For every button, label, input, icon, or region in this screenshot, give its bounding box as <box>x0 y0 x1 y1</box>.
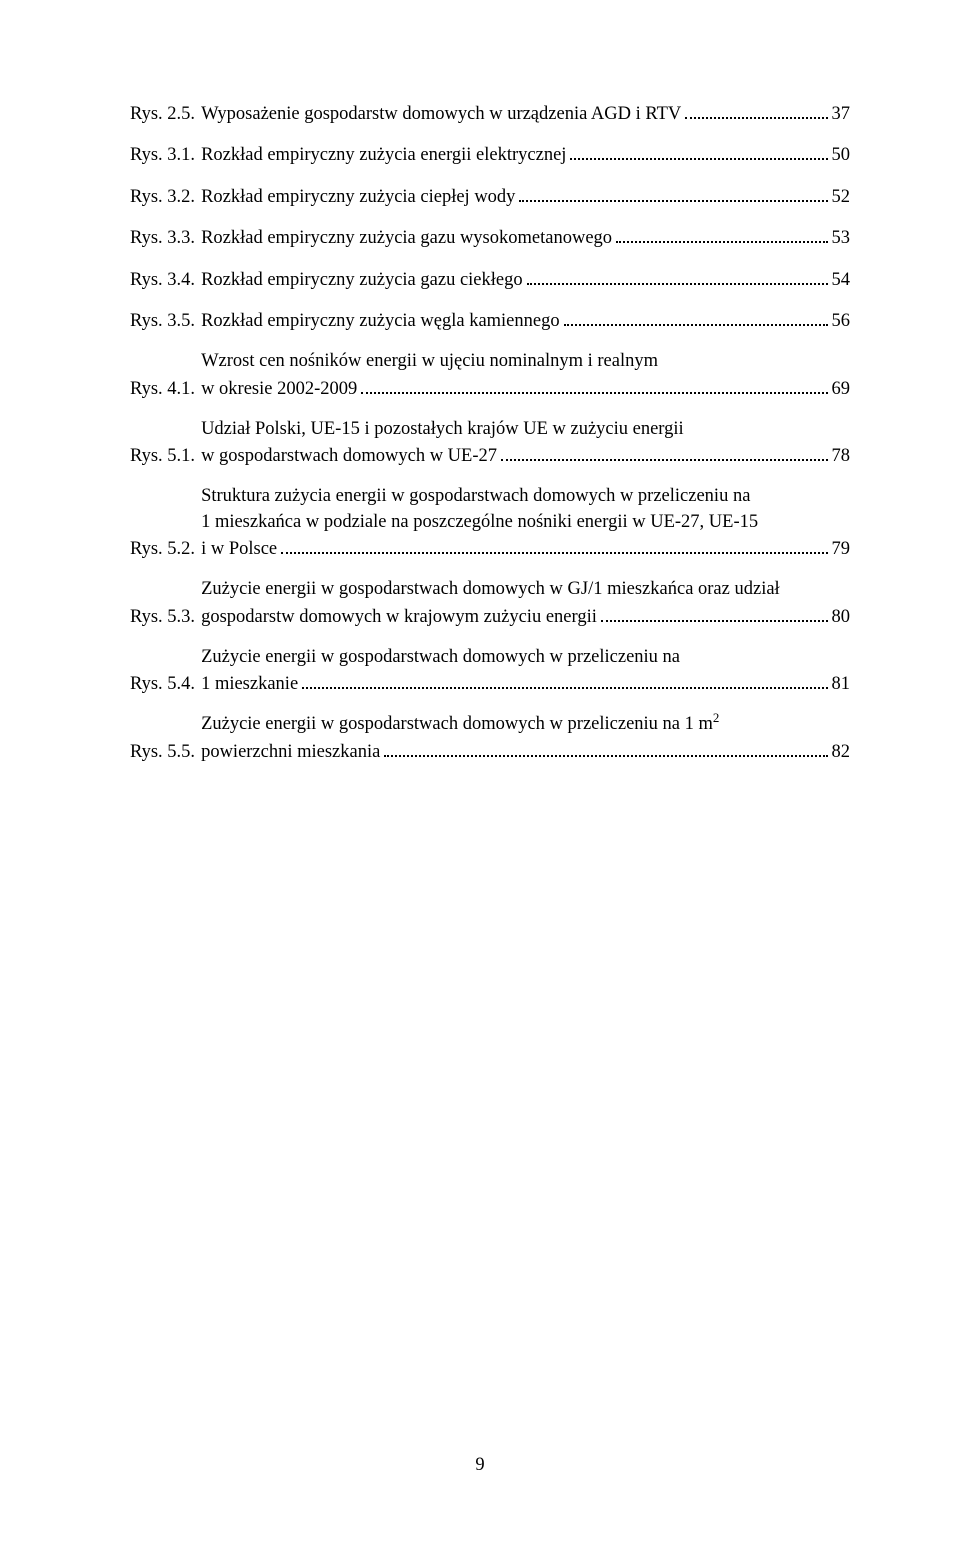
toc-entry-page: 81 <box>832 672 851 698</box>
toc-entry-label: Rys. 3.1. <box>130 143 195 169</box>
toc-leader-dots <box>564 308 828 327</box>
document-page: Rys. 2.5.Wyposażenie gospodarstw domowyc… <box>0 0 960 1546</box>
toc-entry-title-line: Rozkład empiryczny zużycia gazu wysokome… <box>201 226 612 252</box>
toc-entry-title-line: Rozkład empiryczny zużycia ciepłej wody <box>201 185 515 211</box>
toc-entry-label: Rys. 4.1. <box>130 377 195 403</box>
toc-entry-label: Rys. 3.2. <box>130 185 195 211</box>
toc-entry: Rys. 4.1.Wzrost cen nośników energii w u… <box>130 349 850 402</box>
toc-entry-title-line: Zużycie energii w gospodarstwach domowyc… <box>201 577 850 603</box>
toc-entry-lastline: w gospodarstwach domowych w UE-27 78 <box>201 443 850 471</box>
toc-entry: Rys. 3.5.Rozkład empiryczny zużycia węgl… <box>130 308 850 336</box>
toc-entry-page: 69 <box>832 377 851 403</box>
toc-entry-title: Udział Polski, UE-15 i pozostałych krajó… <box>201 417 850 470</box>
toc-entry-title-line: Rozkład empiryczny zużycia gazu ciekłego <box>201 268 523 294</box>
toc-entry: Rys. 3.2.Rozkład empiryczny zużycia ciep… <box>130 183 850 211</box>
toc-entry-lastline: Rozkład empiryczny zużycia węgla kamienn… <box>201 308 850 336</box>
toc-entry-title: Rozkład empiryczny zużycia gazu ciekłego… <box>201 266 850 294</box>
toc-entry-page: 54 <box>832 268 851 294</box>
toc-leader-dots <box>527 266 828 285</box>
toc-entry-title: Wzrost cen nośników energii w ujęciu nom… <box>201 349 850 402</box>
toc-entry-lastline: w okresie 2002-2009 69 <box>201 375 850 403</box>
toc-entry-lastline: Rozkład empiryczny zużycia energii elekt… <box>201 142 850 170</box>
toc-entry-title-line: Rozkład empiryczny zużycia węgla kamienn… <box>201 309 560 335</box>
toc-entry: Rys. 3.3.Rozkład empiryczny zużycia gazu… <box>130 225 850 253</box>
toc-leader-dots <box>601 603 828 622</box>
table-of-contents-list: Rys. 2.5.Wyposażenie gospodarstw domowyc… <box>130 100 850 766</box>
toc-entry-label: Rys. 5.4. <box>130 672 195 698</box>
toc-leader-dots <box>361 375 827 394</box>
toc-entry-title: Zużycie energii w gospodarstwach domowyc… <box>201 645 850 698</box>
toc-leader-dots <box>501 443 827 462</box>
toc-entry-title: Rozkład empiryczny zużycia ciepłej wody 5… <box>201 183 850 211</box>
toc-entry-title-line: Struktura zużycia energii w gospodarstwa… <box>201 484 850 510</box>
toc-entry-title-line: Wyposażenie gospodarstw domowych w urząd… <box>201 102 681 128</box>
toc-entry-title-line: 1 mieszkanie <box>201 672 298 698</box>
toc-entry-page: 56 <box>832 309 851 335</box>
toc-leader-dots <box>570 142 827 161</box>
toc-entry-title: Rozkład empiryczny zużycia węgla kamienn… <box>201 308 850 336</box>
toc-entry-title-line: w gospodarstwach domowych w UE-27 <box>201 444 497 470</box>
toc-leader-dots <box>616 225 827 244</box>
toc-entry-page: 37 <box>832 102 851 128</box>
toc-entry-page: 53 <box>832 226 851 252</box>
toc-entry: Rys. 5.2. Struktura zużycia energii w gos… <box>130 484 850 563</box>
toc-entry-label: Rys. 3.5. <box>130 309 195 335</box>
toc-entry-title-line: Zużycie energii w gospodarstwach domowyc… <box>201 645 850 671</box>
toc-entry-page: 50 <box>832 143 851 169</box>
toc-entry-label: Rys. 5.3. <box>130 605 195 631</box>
toc-entry-label: Rys. 2.5. <box>130 102 195 128</box>
toc-entry-lastline: Wyposażenie gospodarstw domowych w urząd… <box>201 100 850 128</box>
toc-entry-page: 52 <box>832 185 851 211</box>
toc-leader-dots <box>519 183 827 202</box>
toc-entry-title-line: w okresie 2002-2009 <box>201 377 357 403</box>
toc-entry-title-line: Udział Polski, UE-15 i pozostałych krajó… <box>201 417 850 443</box>
toc-entry-label: Rys. 5.1. <box>130 444 195 470</box>
toc-entry-page: 78 <box>832 444 851 470</box>
toc-entry-title: Rozkład empiryczny zużycia energii elekt… <box>201 142 850 170</box>
toc-entry-title-line: Wzrost cen nośników energii w ujęciu nom… <box>201 349 850 375</box>
toc-entry-lastline: 1 mieszkanie 81 <box>201 671 850 699</box>
toc-entry-title-line: Rozkład empiryczny zużycia energii elekt… <box>201 143 566 169</box>
toc-entry-title-line: 1 mieszkańca w podziale na poszczególne … <box>201 510 850 536</box>
toc-leader-dots <box>384 738 827 757</box>
toc-entry-title: Zużycie energii w gospodarstwach domowyc… <box>201 712 850 765</box>
toc-entry-title: Struktura zużycia energii w gospodarstwa… <box>201 484 850 563</box>
toc-entry-page: 80 <box>832 605 851 631</box>
toc-entry-lastline: i w Polsce 79 <box>201 536 850 564</box>
toc-entry-lastline: gospodarstw domowych w krajowym zużyciu … <box>201 603 850 631</box>
toc-entry-title-line: Zużycie energii w gospodarstwach domowyc… <box>201 712 850 738</box>
toc-entry: Rys. 5.1.Udział Polski, UE-15 i pozostał… <box>130 417 850 470</box>
toc-entry-title-line: powierzchni mieszkania <box>201 740 380 766</box>
toc-leader-dots <box>281 536 827 555</box>
toc-entry-title: Zużycie energii w gospodarstwach domowyc… <box>201 577 850 630</box>
toc-entry-title-line: i w Polsce <box>201 537 277 563</box>
page-number: 9 <box>0 1455 960 1476</box>
toc-entry-lastline: Rozkład empiryczny zużycia ciepłej wody 5… <box>201 183 850 211</box>
toc-entry-lastline: Rozkład empiryczny zużycia gazu wysokome… <box>201 225 850 253</box>
toc-entry: Rys. 3.4.Rozkład empiryczny zużycia gazu… <box>130 266 850 294</box>
toc-entry: Rys. 5.4.Zużycie energii w gospodarstwac… <box>130 645 850 698</box>
toc-entry: Rys. 5.5.Zużycie energii w gospodarstwac… <box>130 712 850 765</box>
toc-entry-lastline: powierzchni mieszkania 82 <box>201 738 850 766</box>
toc-entry-label: Rys. 3.4. <box>130 268 195 294</box>
toc-entry: Rys. 5.3.Zużycie energii w gospodarstwac… <box>130 577 850 630</box>
toc-entry: Rys. 2.5.Wyposażenie gospodarstw domowyc… <box>130 100 850 128</box>
toc-entry-label: Rys. 5.5. <box>130 740 195 766</box>
toc-entry-title: Wyposażenie gospodarstw domowych w urząd… <box>201 100 850 128</box>
toc-leader-dots <box>302 671 827 690</box>
toc-entry-lastline: Rozkład empiryczny zużycia gazu ciekłego… <box>201 266 850 294</box>
toc-entry-label: Rys. 3.3. <box>130 226 195 252</box>
toc-entry-title-line: gospodarstw domowych w krajowym zużyciu … <box>201 605 597 631</box>
toc-entry-page: 79 <box>832 537 851 563</box>
toc-entry-label: Rys. 5.2. <box>130 537 195 563</box>
toc-leader-dots <box>685 100 827 119</box>
toc-entry-title: Rozkład empiryczny zużycia gazu wysokome… <box>201 225 850 253</box>
toc-entry-page: 82 <box>832 740 851 766</box>
toc-entry: Rys. 3.1.Rozkład empiryczny zużycia ener… <box>130 142 850 170</box>
